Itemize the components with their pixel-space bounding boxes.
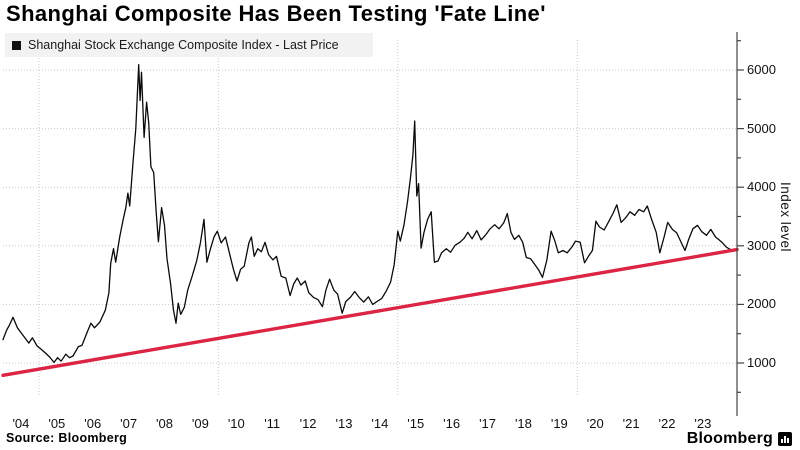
x-tick-label: '12 — [299, 416, 317, 431]
legend: Shanghai Stock Exchange Composite Index … — [5, 33, 373, 57]
x-tick-label: '09 — [191, 416, 209, 431]
chart-title: Shanghai Composite Has Been Testing 'Fat… — [6, 1, 546, 26]
x-tick-label: '17 — [479, 416, 497, 431]
legend-label: Shanghai Stock Exchange Composite Index … — [28, 38, 339, 52]
y-tick-label: 4000 — [747, 179, 776, 195]
x-tick-label: '20 — [586, 416, 604, 431]
x-tick-label: '14 — [371, 416, 389, 431]
y-axis-title: Index level — [778, 182, 793, 253]
x-tick-label: '19 — [550, 416, 568, 431]
x-tick-label: '13 — [335, 416, 353, 431]
y-tick-label: 5000 — [747, 120, 776, 136]
x-tick-label: '08 — [156, 416, 173, 431]
x-tick-label: '23 — [694, 416, 712, 431]
x-tick-label: '07 — [120, 416, 138, 431]
x-tick-label: '15 — [407, 416, 425, 431]
bloomberg-wordmark: Bloomberg — [686, 430, 773, 447]
price-line-path — [2, 64, 735, 364]
x-tick-label: '22 — [658, 416, 676, 431]
x-tick-label: '04 — [12, 416, 30, 431]
source-note: Source: Bloomberg — [6, 431, 128, 445]
bloomberg-logo: Bloomberg — [687, 430, 792, 448]
y-tick-label: 3000 — [747, 237, 776, 253]
legend-square-marker-icon — [12, 40, 21, 50]
x-tick-label: '10 — [227, 416, 245, 431]
x-tick-label: '05 — [48, 416, 66, 431]
fate-line-path — [1, 247, 739, 377]
y-tick-label: 6000 — [747, 62, 776, 77]
y-tick-label: 2000 — [747, 296, 776, 312]
x-tick-label: '16 — [443, 416, 461, 431]
bloomberg-icon — [778, 432, 792, 446]
x-tick-label: '11 — [264, 416, 281, 431]
x-tick-label: '18 — [514, 416, 532, 431]
x-tick-label: '21 — [622, 416, 640, 431]
x-tick-label: '06 — [84, 416, 102, 431]
y-tick-label: 1000 — [747, 355, 776, 370]
